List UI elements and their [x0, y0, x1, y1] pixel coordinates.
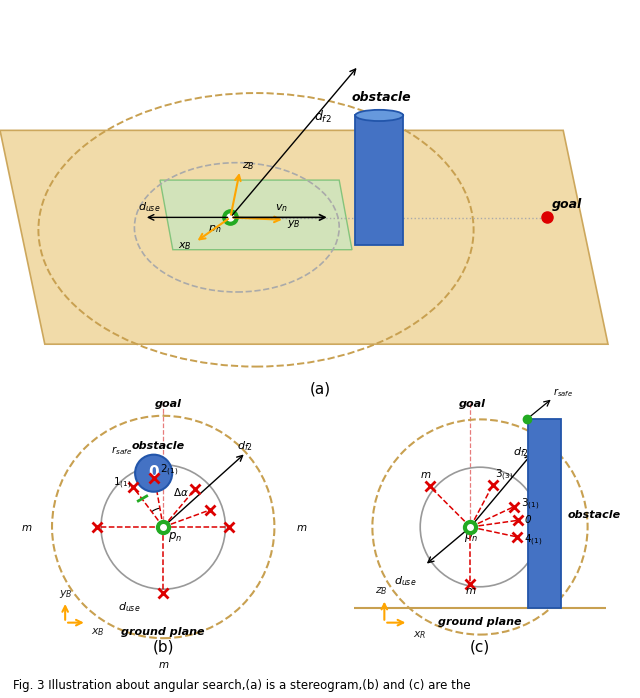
Text: 0: 0 [525, 514, 532, 525]
Text: $3_{(3)}$: $3_{(3)}$ [495, 468, 514, 483]
Text: (b): (b) [152, 639, 174, 654]
Polygon shape [0, 131, 608, 344]
Text: $y_B$: $y_B$ [59, 588, 73, 600]
Text: goal: goal [458, 399, 486, 410]
Text: $3_{(1)}$: $3_{(1)}$ [521, 497, 540, 512]
Text: $2_{(1)}$: $2_{(1)}$ [161, 463, 179, 478]
Text: $p_n$: $p_n$ [208, 223, 221, 235]
Text: $x_R$: $x_R$ [413, 629, 427, 641]
Text: $z_B$: $z_B$ [242, 161, 255, 172]
Text: obstacle: obstacle [132, 441, 185, 452]
Text: $d_{f2}$: $d_{f2}$ [237, 439, 253, 453]
Text: (a): (a) [309, 382, 331, 397]
Text: m: m [159, 660, 168, 670]
Text: obstacle: obstacle [352, 91, 412, 103]
Text: Fig. 3 Illustration about angular search,(a) is a stereogram,(b) and (c) are the: Fig. 3 Illustration about angular search… [13, 679, 470, 692]
Text: (c): (c) [470, 639, 490, 654]
Text: m: m [22, 523, 32, 533]
Text: $r_{safe}$: $r_{safe}$ [111, 444, 132, 456]
Text: $v_n$: $v_n$ [275, 202, 288, 214]
Text: $r_{safe}$: $r_{safe}$ [553, 387, 573, 399]
Text: m: m [466, 586, 476, 596]
Text: ground plane: ground plane [122, 627, 205, 637]
Ellipse shape [355, 110, 403, 121]
Text: $d_{f2}$: $d_{f2}$ [314, 108, 332, 124]
Text: $y_B$: $y_B$ [287, 218, 300, 230]
Text: 0: 0 [148, 465, 159, 480]
Text: $d_{use}$: $d_{use}$ [138, 200, 160, 214]
Bar [355, 115, 403, 245]
Text: goal: goal [155, 399, 182, 410]
Circle shape [135, 454, 172, 491]
Text: $z_B$: $z_B$ [375, 585, 387, 597]
Text: obstacle: obstacle [567, 510, 620, 520]
Text: $d_{use}$: $d_{use}$ [394, 574, 417, 588]
Text: $1_{(1)}$: $1_{(1)}$ [113, 475, 131, 491]
Text: $p_n$: $p_n$ [168, 530, 182, 544]
Text: goal: goal [552, 198, 582, 211]
Text: m: m [297, 523, 307, 533]
Polygon shape [160, 180, 352, 250]
Bar [528, 419, 561, 608]
Text: ground plane: ground plane [438, 617, 522, 627]
Text: $x_B$: $x_B$ [178, 240, 191, 252]
Text: $p_n$: $p_n$ [465, 530, 479, 544]
Text: $d_{f2}$: $d_{f2}$ [513, 445, 529, 459]
Text: $\Delta\alpha$: $\Delta\alpha$ [173, 486, 189, 498]
Text: $x_B$: $x_B$ [92, 627, 105, 639]
Text: $4_{(1)}$: $4_{(1)}$ [524, 533, 543, 548]
Text: $d_{use}$: $d_{use}$ [118, 601, 140, 614]
Text: m: m [420, 470, 431, 480]
